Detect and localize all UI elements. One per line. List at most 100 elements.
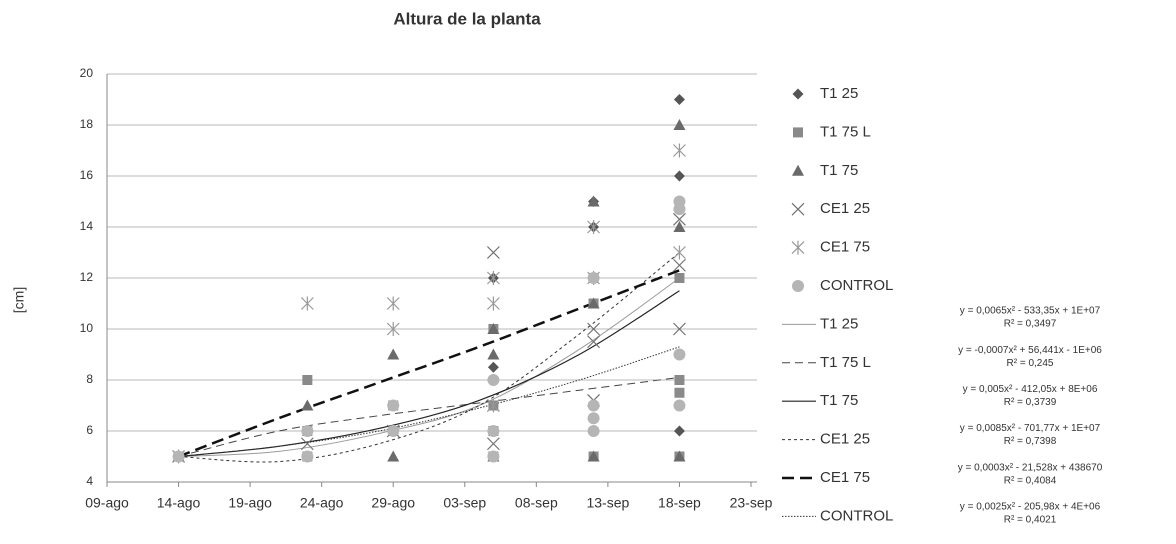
x-tick-label: 03-sep	[443, 495, 486, 511]
marker-triangle	[673, 221, 686, 232]
marker-circle	[487, 425, 500, 437]
marker-cross	[673, 212, 686, 226]
x-tick-label: 24-ago	[300, 495, 344, 511]
y-tick-label: 16	[80, 168, 94, 182]
marker-circle	[673, 348, 686, 361]
marker-asterisk	[587, 220, 601, 234]
trend-equation: y = -0,0007x² + 56,441x - 1E+06	[958, 345, 1102, 356]
marker-circle	[587, 399, 600, 412]
marker-cross	[587, 322, 601, 336]
marker-triangle	[792, 164, 804, 176]
marker-cross	[300, 437, 314, 451]
marker-square	[674, 387, 685, 398]
legend-label: CE1 75	[820, 239, 870, 256]
marker-diamond	[487, 361, 499, 373]
marker-circle	[487, 450, 500, 463]
x-tick-label: 29-ago	[371, 495, 415, 511]
marker-asterisk	[791, 240, 805, 255]
marker-cross	[587, 335, 601, 349]
marker-asterisk	[673, 143, 686, 158]
trendline	[178, 376, 680, 457]
marker-triangle	[673, 450, 686, 462]
marker-asterisk	[486, 398, 500, 413]
marker-square	[674, 375, 685, 385]
legend-label: T1 75 L	[820, 354, 871, 371]
y-tick-label: 4	[86, 474, 93, 488]
legend-label: CONTROL	[820, 507, 893, 524]
trend-r2: R² = 0,3739	[1004, 397, 1057, 408]
chart-title: Altura de la planta	[393, 9, 541, 28]
marker-circle	[587, 425, 600, 437]
trendline	[178, 290, 680, 458]
marker-triangle	[301, 399, 314, 411]
x-tick-label: 08-sep	[515, 495, 558, 511]
legend-label: T1 75	[820, 162, 858, 179]
marker-circle	[301, 450, 314, 463]
marker-triangle	[587, 195, 600, 207]
trendline	[178, 269, 680, 458]
marker-diamond	[673, 425, 685, 437]
marker-cross	[673, 322, 686, 336]
marker-cross	[486, 437, 500, 451]
trend-r2: R² = 0,3497	[1004, 319, 1057, 330]
legend-label: T1 75	[820, 392, 858, 409]
x-tick-label: 18-sep	[658, 495, 701, 511]
marker-cross	[791, 202, 805, 216]
marker-diamond	[673, 170, 685, 182]
marker-circle	[387, 425, 400, 437]
y-tick-label: 10	[80, 321, 94, 335]
marker-cross	[673, 258, 686, 272]
marker-square	[302, 375, 313, 385]
marker-diamond	[792, 88, 804, 100]
marker-circle	[587, 412, 600, 425]
trend-r2: R² = 0,7398	[1004, 436, 1057, 447]
marker-triangle	[673, 119, 686, 130]
marker-triangle	[487, 348, 500, 360]
marker-triangle	[587, 450, 600, 462]
trend-r2: R² = 0,4021	[1004, 515, 1057, 526]
y-axis-label: [cm]	[11, 287, 27, 313]
marker-asterisk	[386, 322, 400, 336]
legend-label: CE1 25	[820, 431, 870, 448]
y-tick-label: 20	[80, 66, 94, 80]
trend-equation: y = 0,0003x² - 21,528x + 438670	[958, 462, 1103, 473]
trendline	[178, 346, 680, 457]
trendline	[178, 252, 680, 463]
trend-r2: R² = 0,4084	[1004, 475, 1057, 486]
marker-asterisk	[486, 271, 500, 285]
trend-equation: y = 0,0065x² - 533,35x + 1E+07	[960, 306, 1101, 317]
marker-asterisk	[386, 296, 400, 311]
marker-circle	[301, 425, 314, 437]
marker-asterisk	[486, 296, 500, 311]
marker-circle	[673, 203, 686, 216]
x-tick-label: 13-sep	[586, 495, 629, 511]
legend-label: CE1 75	[820, 469, 870, 486]
trend-equation: y = 0,0085x² - 701,77x + 1E+07	[960, 423, 1101, 434]
trend-equation: y = 0,005x² - 412,05x + 8E+06	[963, 384, 1098, 395]
legend-label: CONTROL	[820, 277, 893, 294]
x-tick-label: 19-ago	[228, 495, 272, 511]
marker-square	[674, 273, 685, 283]
marker-square	[793, 127, 803, 138]
x-tick-label: 09-ago	[85, 495, 129, 511]
y-tick-label: 14	[80, 219, 94, 233]
y-tick-label: 18	[80, 117, 94, 131]
marker-triangle	[487, 323, 500, 334]
marker-cross	[486, 246, 500, 259]
legend-label: T1 75 L	[820, 123, 871, 140]
y-tick-label: 8	[86, 372, 93, 386]
marker-circle	[673, 399, 686, 412]
marker-asterisk	[300, 296, 314, 311]
x-tick-label: 23-sep	[730, 495, 773, 511]
trend-r2: R² = 0,245	[1007, 358, 1054, 369]
trend-equation: y = 0,0025x² - 205,98x + 4E+06	[960, 502, 1101, 513]
x-tick-label: 14-ago	[157, 495, 201, 511]
marker-asterisk	[673, 245, 686, 260]
y-tick-label: 6	[86, 423, 93, 437]
marker-triangle	[587, 297, 600, 309]
y-tick-label: 12	[80, 270, 94, 284]
marker-circle	[487, 374, 500, 386]
marker-triangle	[387, 348, 400, 360]
marker-circle	[587, 272, 600, 284]
